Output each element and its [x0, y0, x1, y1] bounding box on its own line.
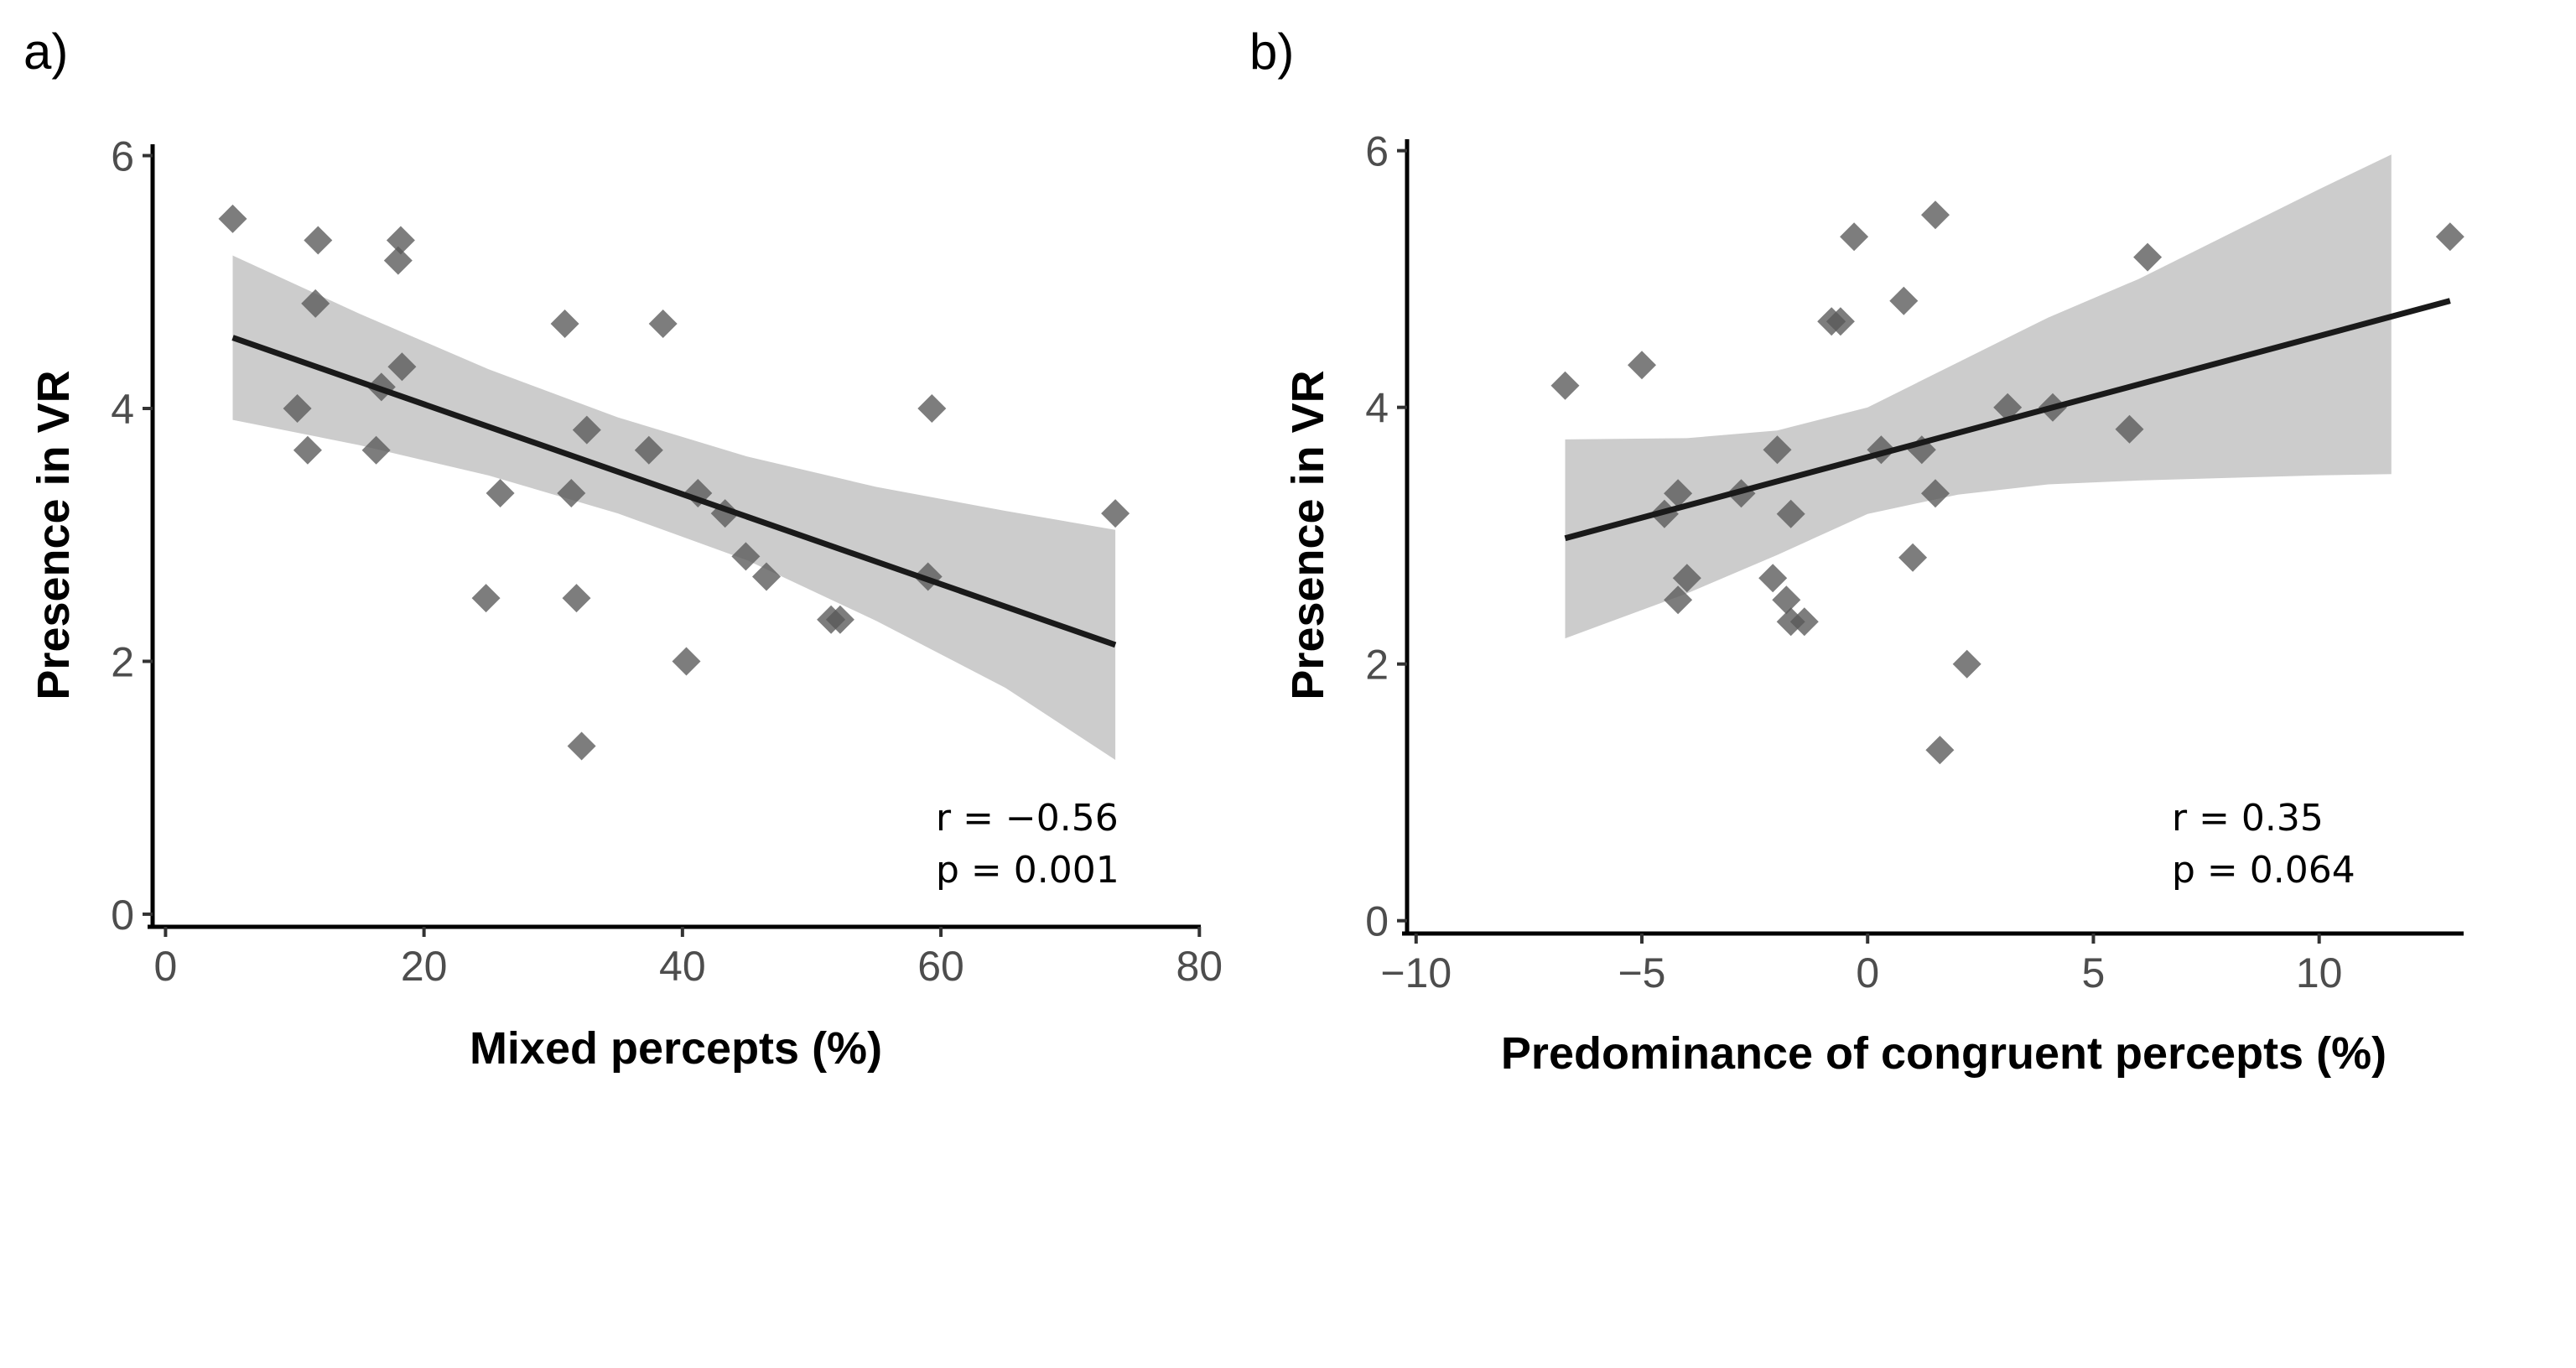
x-tick-label: 0 — [154, 943, 178, 990]
data-point — [1921, 200, 1950, 230]
data-point — [550, 309, 579, 338]
regression-line — [1564, 298, 2451, 542]
x-tick-label: 20 — [401, 943, 448, 990]
data-point — [383, 246, 413, 275]
data-point — [1772, 585, 1801, 615]
data-point — [1664, 479, 1693, 508]
data-point — [557, 479, 586, 507]
data-point — [1763, 435, 1792, 465]
data-point — [2435, 222, 2464, 252]
data-point — [1952, 649, 1981, 679]
data-point — [1889, 286, 1919, 315]
data-point — [1840, 222, 1869, 252]
data-point — [917, 394, 947, 423]
data-point — [361, 435, 391, 465]
data-point — [471, 584, 501, 613]
data-point — [304, 226, 333, 255]
y-tick-label: 6 — [111, 133, 134, 180]
data-point — [648, 309, 678, 338]
data-point — [825, 605, 854, 634]
data-point — [1101, 499, 1130, 528]
y-tick-label: 0 — [1365, 898, 1389, 945]
data-point — [672, 647, 701, 676]
y-tick-label: 6 — [1365, 128, 1389, 175]
data-point — [1664, 585, 1693, 615]
x-axis-title: Predominance of congruent percepts (%) — [1501, 1028, 2386, 1079]
data-point — [1789, 607, 1819, 637]
x-tick-label: −10 — [1380, 949, 1452, 996]
confidence-band — [232, 255, 1116, 761]
data-point — [567, 731, 596, 761]
y-tick-label: 4 — [1365, 385, 1389, 432]
data-point — [634, 435, 663, 465]
data-point — [1628, 351, 1656, 380]
data-point — [1993, 393, 2023, 422]
x-tick-label: 60 — [917, 943, 964, 990]
data-point — [1925, 736, 1955, 765]
data-point — [1672, 564, 1701, 593]
x-tick-label: −5 — [1618, 949, 1665, 996]
x-tick-label: 10 — [2296, 949, 2343, 996]
y-tick-label: 2 — [1365, 642, 1389, 689]
panel-label: b) — [1249, 23, 1294, 80]
data-point — [293, 435, 322, 465]
y-axis-title: Presence in VR — [29, 370, 79, 700]
stat-p: p = 0.064 — [2172, 849, 2355, 892]
y-tick-label: 4 — [111, 386, 134, 433]
x-tick-label: 80 — [1176, 943, 1223, 990]
data-point — [1921, 479, 1950, 508]
data-point — [283, 394, 312, 423]
y-axis-title: Presence in VR — [1283, 370, 1333, 700]
data-point — [486, 479, 515, 507]
data-point — [1898, 543, 1928, 572]
data-point — [387, 352, 417, 382]
data-point — [2133, 242, 2163, 272]
data-point — [386, 226, 415, 255]
x-tick-label: 5 — [2082, 949, 2106, 996]
data-point — [752, 562, 781, 591]
data-point — [572, 415, 601, 445]
data-point — [1550, 371, 1580, 400]
x-tick-label: 40 — [659, 943, 706, 990]
regression-line — [231, 335, 1117, 648]
data-point — [731, 542, 761, 571]
stat-r: r = 0.35 — [2172, 797, 2324, 840]
data-point — [562, 584, 591, 613]
stat-r: r = −0.56 — [936, 797, 1119, 840]
x-tick-label: 0 — [1856, 949, 1879, 996]
confidence-band — [1565, 154, 2392, 639]
stat-p: p = 0.001 — [936, 849, 1119, 892]
panel-b: b) 0 2 4 6 −10 −5 0 5 10 Predominance of congrue… — [1249, 23, 2464, 1079]
x-axis-title: Mixed percepts (%) — [470, 1023, 882, 1074]
panel-label: a) — [23, 23, 68, 80]
y-tick-label: 2 — [111, 638, 134, 685]
data-point — [218, 204, 247, 233]
data-point — [1776, 499, 1805, 528]
data-point — [1758, 564, 1788, 593]
data-point — [301, 289, 330, 318]
y-tick-label: 0 — [111, 892, 134, 939]
data-point — [2115, 414, 2144, 444]
data-point — [1826, 307, 1855, 336]
